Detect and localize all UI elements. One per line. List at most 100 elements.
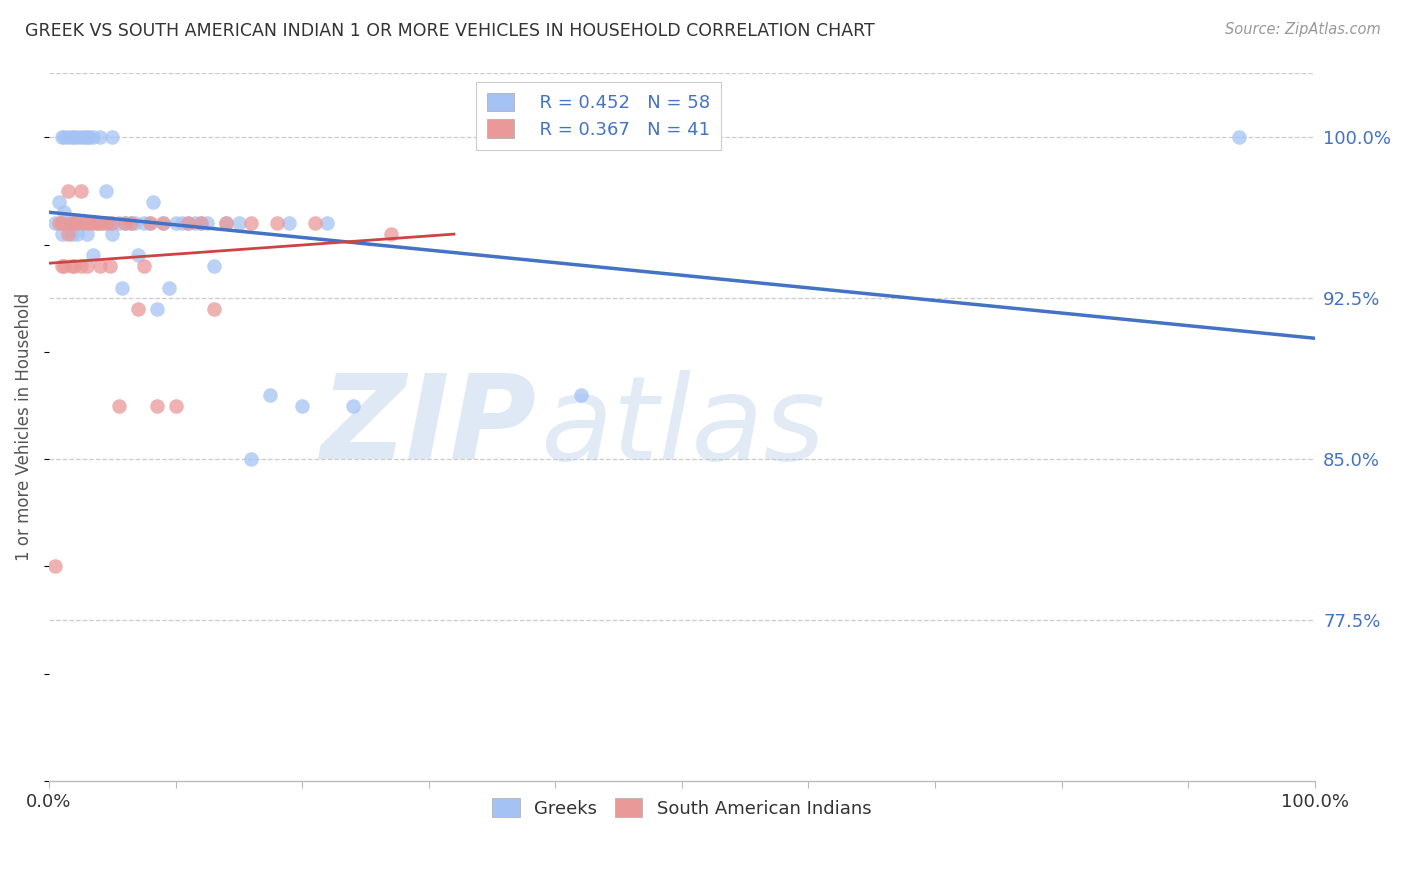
Point	[190, 216, 212, 230]
Point	[98, 259, 121, 273]
Point	[79, 216, 101, 230]
Point	[82, 248, 104, 262]
Point	[89, 216, 111, 230]
Text: ZIP: ZIP	[321, 369, 536, 484]
Point	[60, 130, 83, 145]
Point	[111, 280, 134, 294]
Point	[101, 216, 124, 230]
Point	[177, 216, 200, 230]
Point	[1227, 130, 1250, 145]
Point	[114, 216, 136, 230]
Point	[195, 216, 218, 230]
Point	[63, 130, 86, 145]
Point	[82, 130, 104, 145]
Point	[60, 227, 83, 241]
Point	[157, 280, 180, 294]
Point	[569, 388, 592, 402]
Point	[94, 184, 117, 198]
Point	[79, 130, 101, 145]
Point	[48, 216, 70, 230]
Point	[190, 216, 212, 230]
Point	[56, 227, 79, 241]
Point	[183, 216, 205, 230]
Text: Source: ZipAtlas.com: Source: ZipAtlas.com	[1225, 22, 1381, 37]
Point	[53, 130, 76, 145]
Y-axis label: 1 or more Vehicles in Household: 1 or more Vehicles in Household	[15, 293, 32, 561]
Point	[291, 399, 314, 413]
Point	[145, 399, 167, 413]
Point	[139, 216, 162, 230]
Point	[89, 130, 111, 145]
Point	[165, 399, 187, 413]
Point	[56, 184, 79, 198]
Point	[51, 227, 73, 241]
Point	[51, 259, 73, 273]
Point	[114, 216, 136, 230]
Point	[76, 259, 98, 273]
Point	[278, 216, 301, 230]
Point	[82, 216, 104, 230]
Point	[139, 216, 162, 230]
Point	[66, 227, 89, 241]
Point	[69, 184, 91, 198]
Point	[215, 216, 238, 230]
Point	[266, 216, 288, 230]
Point	[44, 559, 66, 574]
Point	[202, 301, 225, 316]
Point	[380, 227, 402, 241]
Point	[316, 216, 339, 230]
Point	[107, 399, 129, 413]
Point	[101, 227, 124, 241]
Point	[152, 216, 174, 230]
Point	[240, 452, 263, 467]
Point	[60, 216, 83, 230]
Point	[259, 388, 281, 402]
Point	[124, 216, 146, 230]
Point	[120, 216, 142, 230]
Point	[98, 216, 121, 230]
Point	[342, 399, 364, 413]
Point	[240, 216, 263, 230]
Point	[107, 216, 129, 230]
Point	[51, 130, 73, 145]
Point	[69, 216, 91, 230]
Point	[165, 216, 187, 230]
Text: atlas: atlas	[540, 370, 825, 484]
Point	[56, 130, 79, 145]
Point	[63, 259, 86, 273]
Point	[304, 216, 326, 230]
Point	[228, 216, 250, 230]
Point	[63, 216, 86, 230]
Point	[215, 216, 238, 230]
Point	[86, 216, 108, 230]
Point	[152, 216, 174, 230]
Legend: Greeks, South American Indians: Greeks, South American Indians	[485, 791, 879, 825]
Point	[69, 259, 91, 273]
Point	[89, 259, 111, 273]
Point	[145, 301, 167, 316]
Point	[127, 301, 149, 316]
Point	[53, 205, 76, 219]
Point	[56, 216, 79, 230]
Point	[132, 216, 155, 230]
Point	[170, 216, 193, 230]
Point	[86, 216, 108, 230]
Point	[73, 130, 96, 145]
Point	[73, 216, 96, 230]
Point	[48, 194, 70, 209]
Point	[51, 216, 73, 230]
Point	[66, 130, 89, 145]
Point	[60, 259, 83, 273]
Point	[127, 248, 149, 262]
Point	[91, 216, 114, 230]
Point	[132, 259, 155, 273]
Point	[120, 216, 142, 230]
Point	[66, 216, 89, 230]
Point	[69, 130, 91, 145]
Point	[44, 216, 66, 230]
Point	[94, 216, 117, 230]
Point	[76, 227, 98, 241]
Point	[101, 130, 124, 145]
Point	[53, 259, 76, 273]
Point	[177, 216, 200, 230]
